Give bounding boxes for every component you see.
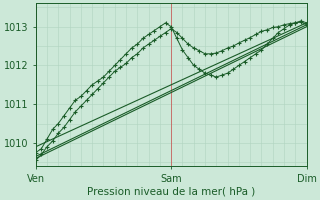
X-axis label: Pression niveau de la mer( hPa ): Pression niveau de la mer( hPa ) <box>87 187 255 197</box>
